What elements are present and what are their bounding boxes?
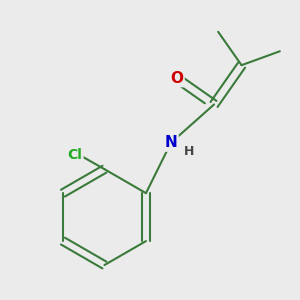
Text: O: O bbox=[170, 71, 183, 86]
Text: Cl: Cl bbox=[67, 148, 82, 162]
Text: N: N bbox=[164, 135, 177, 150]
Text: H: H bbox=[184, 145, 194, 158]
